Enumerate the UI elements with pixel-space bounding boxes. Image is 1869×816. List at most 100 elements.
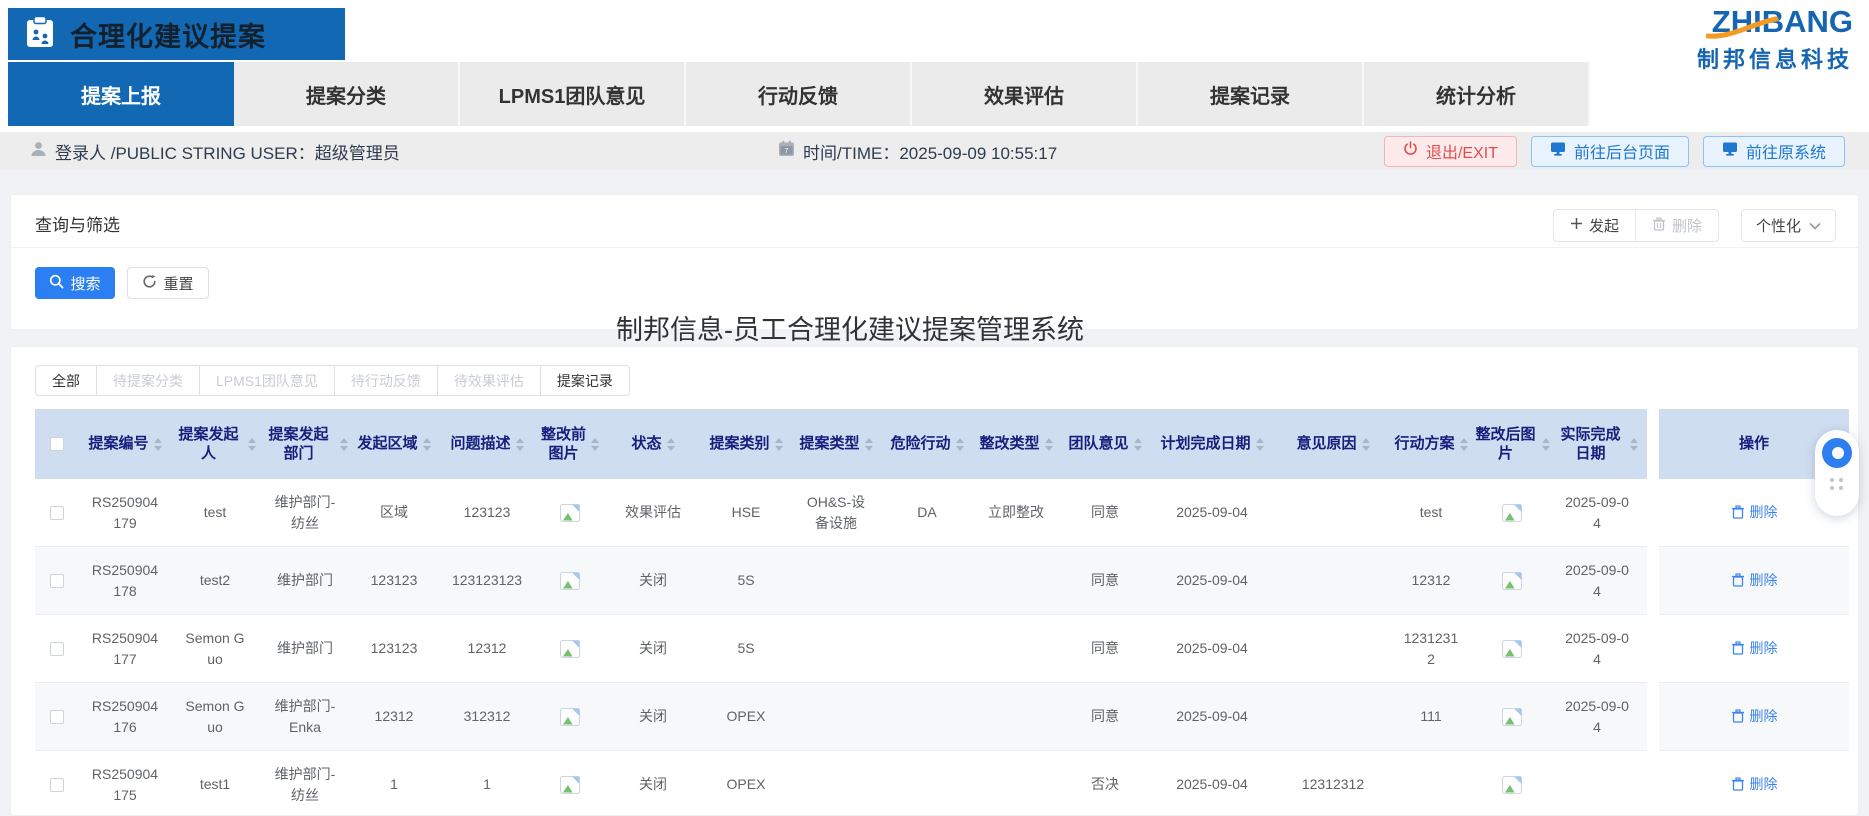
time-text: 时间/TIME：2025-09-09 10:55:17: [803, 143, 1058, 163]
cell-operation: 删除: [1659, 683, 1849, 750]
tab-proposal-record[interactable]: 提案记录: [1138, 62, 1364, 126]
col-type[interactable]: 提案类型: [789, 409, 883, 479]
col-area[interactable]: 发起区域: [351, 409, 437, 479]
cell-opinion-reason: [1275, 683, 1391, 750]
col-danger-action[interactable]: 危险行动: [883, 409, 971, 479]
delete-row-link[interactable]: 删除: [1731, 638, 1778, 658]
col-department[interactable]: 提案发起部门: [259, 409, 351, 479]
panel-action-buttons: 发起 删除 个性化: [1552, 209, 1836, 242]
cell-department: 维护部门: [277, 640, 333, 657]
tab-proposal-classify[interactable]: 提案分类: [234, 62, 460, 126]
image-thumbnail-icon[interactable]: [560, 775, 580, 794]
reset-button[interactable]: 重置: [127, 267, 209, 299]
sort-icon[interactable]: [422, 437, 431, 451]
cell-danger-action: [883, 615, 971, 682]
personalize-button[interactable]: 个性化: [1740, 209, 1836, 242]
image-thumbnail-icon[interactable]: [1502, 775, 1522, 794]
sort-icon[interactable]: [774, 437, 783, 451]
image-thumbnail-icon[interactable]: [1502, 639, 1522, 658]
col-plan-date[interactable]: 计划完成日期: [1149, 409, 1275, 479]
cell-rectify-type: [971, 615, 1061, 682]
status-filter-group: 全部 待提案分类 LPMS1团队意见 待行动反馈 待效果评估 提案记录: [35, 365, 630, 396]
sort-icon[interactable]: [248, 437, 256, 451]
delete-row-link[interactable]: 删除: [1731, 502, 1778, 522]
launch-button[interactable]: 发起: [1552, 209, 1635, 242]
search-button[interactable]: 搜索: [35, 267, 115, 299]
image-thumbnail-icon[interactable]: [1502, 503, 1522, 522]
sort-icon[interactable]: [591, 437, 599, 451]
filter-record[interactable]: 提案记录: [540, 365, 630, 396]
row-checkbox[interactable]: [50, 641, 64, 656]
cell-department: 维护部门-Enka: [274, 698, 336, 735]
sort-icon[interactable]: [153, 437, 162, 451]
tab-lpms1-team-opinion[interactable]: LPMS1团队意见: [460, 62, 686, 126]
cell-opinion-reason: [1275, 615, 1391, 682]
cell-team-opinion: 否决: [1091, 776, 1119, 793]
cell-proposer: Semon Guo: [185, 630, 245, 667]
col-rectify-type[interactable]: 整改类型: [971, 409, 1061, 479]
go-backend-button[interactable]: 前往后台页面: [1530, 135, 1689, 167]
cell-rectify-type: 立即整改: [988, 504, 1044, 521]
cell-opinion-reason: 12312312: [1301, 776, 1365, 793]
delete-button[interactable]: 删除: [1634, 209, 1719, 242]
drag-handle[interactable]: [1830, 478, 1844, 490]
image-thumbnail-icon[interactable]: [1502, 571, 1522, 590]
sort-icon[interactable]: [864, 437, 873, 451]
power-icon: [1403, 141, 1418, 161]
cell-image-before: [537, 615, 603, 682]
col-image-before[interactable]: 整改前图片: [537, 409, 603, 479]
plus-icon: [1570, 217, 1583, 234]
sort-icon[interactable]: [1361, 437, 1370, 451]
col-action-plan[interactable]: 行动方案: [1391, 409, 1471, 479]
app-logo-box: 合理化建议提案: [8, 8, 345, 60]
filter-pending-feedback[interactable]: 待行动反馈: [334, 365, 438, 396]
col-status[interactable]: 状态: [603, 409, 703, 479]
sort-icon[interactable]: [1630, 437, 1638, 451]
col-team-opinion[interactable]: 团队意见: [1061, 409, 1149, 479]
tab-proposal-submit[interactable]: 提案上报: [8, 62, 234, 126]
col-opinion-reason[interactable]: 意见原因: [1275, 409, 1391, 479]
monitor-icon: [1722, 141, 1738, 161]
sort-icon[interactable]: [1542, 437, 1550, 451]
row-checkbox[interactable]: [50, 709, 64, 724]
image-thumbnail-icon[interactable]: [1502, 707, 1522, 726]
filter-all[interactable]: 全部: [35, 365, 97, 396]
sort-icon[interactable]: [955, 437, 964, 451]
sort-icon[interactable]: [340, 437, 348, 451]
image-thumbnail-icon[interactable]: [560, 639, 580, 658]
tab-action-feedback[interactable]: 行动反馈: [686, 62, 912, 126]
assistant-button[interactable]: [1822, 438, 1852, 468]
row-checkbox[interactable]: [50, 505, 64, 520]
cell-opinion-reason: [1275, 547, 1391, 614]
sort-icon[interactable]: [515, 437, 524, 451]
delete-row-link[interactable]: 删除: [1731, 570, 1778, 590]
image-thumbnail-icon[interactable]: [560, 571, 580, 590]
cell-danger-action: [883, 751, 971, 815]
col-proposer[interactable]: 提案发起人: [171, 409, 259, 479]
row-checkbox[interactable]: [50, 573, 64, 588]
col-category[interactable]: 提案类别: [703, 409, 789, 479]
row-checkbox[interactable]: [50, 777, 64, 792]
tab-statistics[interactable]: 统计分析: [1364, 62, 1590, 126]
select-all-checkbox[interactable]: [50, 437, 64, 451]
sort-icon[interactable]: [666, 437, 675, 451]
col-image-after[interactable]: 整改后图片: [1471, 409, 1553, 479]
sort-icon[interactable]: [1459, 437, 1468, 451]
delete-row-link[interactable]: 删除: [1731, 774, 1778, 794]
sort-icon[interactable]: [1044, 437, 1053, 451]
exit-button[interactable]: 退出/EXIT: [1383, 135, 1517, 167]
col-actual-date[interactable]: 实际完成日期: [1553, 409, 1641, 479]
filter-lpms1-opinion[interactable]: LPMS1团队意见: [200, 365, 335, 396]
filter-pending-classify[interactable]: 待提案分类: [97, 365, 200, 396]
sort-icon[interactable]: [1133, 437, 1142, 451]
col-proposal-no[interactable]: 提案编号: [79, 409, 171, 479]
delete-row-link[interactable]: 删除: [1731, 706, 1778, 726]
select-all-cell: [35, 409, 79, 479]
filter-pending-evaluation[interactable]: 待效果评估: [437, 365, 541, 396]
sort-icon[interactable]: [1255, 437, 1264, 451]
go-origin-system-button[interactable]: 前往原系统: [1702, 135, 1845, 167]
image-thumbnail-icon[interactable]: [560, 707, 580, 726]
tab-effect-evaluation[interactable]: 效果评估: [912, 62, 1138, 126]
image-thumbnail-icon[interactable]: [560, 503, 580, 522]
col-description[interactable]: 问题描述: [437, 409, 537, 479]
